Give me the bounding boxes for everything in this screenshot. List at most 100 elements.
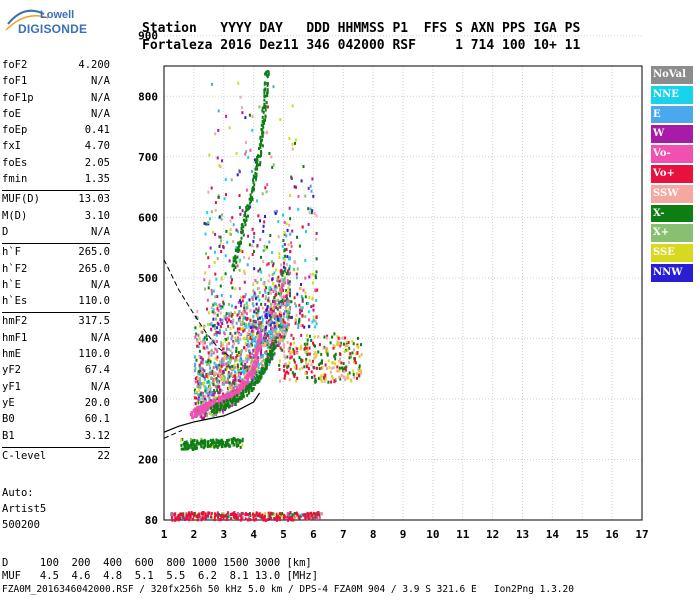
echo-point — [239, 379, 242, 383]
echo-point — [227, 355, 230, 359]
echo-point — [289, 291, 291, 295]
echo-point — [279, 333, 282, 337]
y-tick-label: 800 — [138, 90, 158, 103]
echo-point — [303, 342, 306, 346]
echo-point — [242, 326, 244, 330]
echo-point — [224, 314, 227, 318]
echo-point — [252, 304, 255, 308]
echo-point — [337, 341, 340, 345]
echo-point — [259, 145, 262, 149]
echo-point — [265, 190, 268, 194]
echo-point — [260, 328, 263, 332]
echo-point — [276, 335, 279, 339]
echo-point — [282, 281, 285, 285]
echo-point — [254, 335, 257, 339]
parameter-separator — [2, 312, 110, 314]
echo-point — [285, 306, 288, 310]
echo-point — [243, 371, 245, 375]
echo-point — [297, 513, 300, 517]
echo-point — [308, 211, 311, 215]
echo-point — [241, 359, 244, 363]
echo-point — [283, 350, 286, 354]
parameter-label: yF2 — [2, 364, 21, 377]
echo-point — [248, 243, 251, 247]
echo-point — [288, 300, 291, 304]
echo-point — [268, 240, 271, 244]
echo-point — [228, 126, 231, 130]
echo-point — [240, 227, 243, 230]
echo-point — [261, 106, 264, 110]
echo-point — [236, 397, 239, 401]
y-tick-label: 80 — [145, 514, 158, 527]
header-values: Fortaleza 2016 Dez11 346 042000 RSF 1 71… — [142, 38, 581, 53]
echo-point — [344, 378, 347, 382]
echo-point — [255, 314, 258, 318]
echo-point — [301, 313, 304, 317]
echo-point — [255, 199, 258, 203]
echo-point — [245, 141, 247, 144]
legend-item: W — [651, 125, 693, 144]
echo-point — [353, 358, 356, 362]
echo-point — [199, 392, 202, 396]
echo-point — [260, 375, 263, 379]
echo-point — [250, 381, 253, 385]
echo-point — [322, 346, 325, 350]
echo-point — [253, 250, 255, 254]
echo-point — [287, 371, 290, 375]
echo-point — [195, 442, 198, 446]
echo-point — [233, 395, 236, 399]
echo-point — [229, 356, 232, 360]
echo-point — [244, 310, 247, 314]
echo-point — [218, 331, 221, 335]
echo-point — [215, 410, 217, 414]
echo-point — [215, 377, 218, 381]
echo-point — [222, 300, 225, 304]
echo-point — [301, 324, 304, 328]
echo-point — [170, 516, 173, 520]
echo-point — [288, 206, 291, 210]
echo-point — [286, 279, 289, 283]
echo-point — [270, 313, 273, 317]
echo-point — [253, 267, 256, 271]
echo-point — [262, 282, 265, 285]
echo-point — [259, 238, 262, 242]
echo-point — [223, 395, 225, 399]
parameter-value: 265.0 — [78, 246, 110, 259]
echo-point — [248, 325, 251, 329]
echo-point — [292, 337, 295, 341]
echo-point — [255, 511, 258, 515]
echo-point — [275, 317, 278, 321]
echo-point — [263, 102, 266, 106]
echo-point — [238, 373, 241, 377]
echo-point — [238, 327, 241, 331]
echo-point — [245, 325, 248, 329]
echo-point — [260, 345, 263, 349]
echo-point — [220, 364, 223, 368]
echo-point — [236, 230, 239, 234]
echo-point — [224, 368, 227, 372]
echo-point — [301, 297, 304, 301]
echo-point — [212, 383, 215, 387]
echo-point — [220, 403, 223, 407]
echo-point — [270, 517, 273, 521]
echo-point — [282, 337, 285, 341]
echo-point — [234, 513, 237, 517]
echo-point — [202, 398, 205, 402]
echo-point — [249, 363, 252, 367]
echo-point — [235, 356, 238, 359]
echo-point — [198, 398, 201, 402]
echo-point — [229, 349, 232, 353]
echo-point — [250, 325, 253, 329]
echo-point — [257, 306, 260, 310]
echo-point — [263, 367, 266, 371]
echo-point — [241, 378, 244, 382]
echo-point — [228, 402, 231, 406]
echo-point — [273, 347, 276, 351]
echo-point — [289, 232, 292, 236]
echo-point — [223, 197, 226, 201]
echo-point — [207, 322, 209, 326]
echo-point — [216, 307, 219, 311]
echo-point — [203, 341, 206, 345]
echo-point — [249, 367, 252, 371]
echo-point — [227, 373, 230, 377]
